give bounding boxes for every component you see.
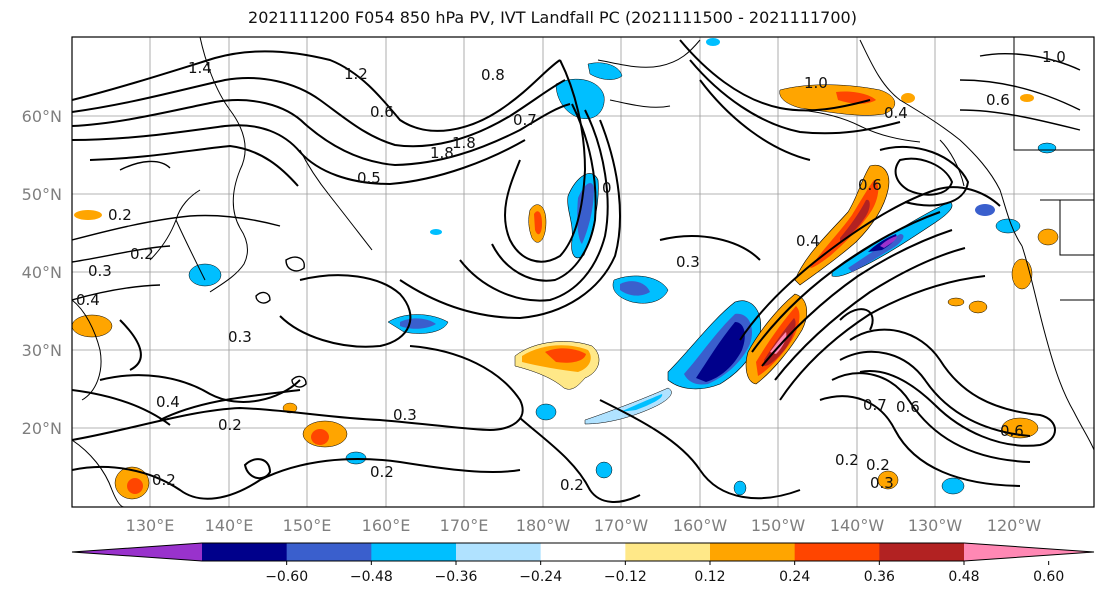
colorbar-segment [371,543,457,561]
contour-label: 1.8 [452,134,476,152]
colorbar-segment [540,543,626,561]
map-title: 2021111200 F054 850 hPa PV, IVT Landfall… [248,8,857,27]
contour-label: 0.2 [108,206,132,224]
ivt-anomaly-fills [72,38,1059,500]
lon-label: 160°E [362,516,411,535]
colorbar: −0.60 −0.48 −0.36 −0.24 −0.12 0.12 0.24 0.36 0.4… [71,542,1095,585]
latitude-labels: 60°N 50°N 40°N 30°N 20°N [22,107,62,438]
lat-label: 20°N [22,419,62,438]
lat-label: 30°N [22,341,62,360]
colorbar-segment [202,543,288,561]
colorbar-tick-label: −0.24 [519,569,562,585]
contour-labels: 1.4 1.2 0.8 0.6 0.7 1.8 1.8 0.5 0 1.0 0.… [76,48,1066,494]
contour-label: 0.3 [88,262,112,280]
lon-label: 170°E [440,516,489,535]
colorbar-segment [456,543,542,561]
contour-label: 0.2 [370,463,394,481]
contour-label: 0.2 [866,456,890,474]
lat-label: 50°N [22,185,62,204]
contour-label: 0.2 [835,451,859,469]
lon-label: 140°W [830,516,885,535]
colorbar-segment [625,543,711,561]
lon-label: 130°E [126,516,175,535]
contour-label: 0.8 [481,66,505,84]
colorbar-tick-label: 0.60 [1033,569,1064,585]
contour-label: 0.2 [218,416,242,434]
longitude-labels: 130°E 140°E 150°E 160°E 170°E 180°W 170°… [126,516,1042,535]
contour-label: 0.3 [870,474,894,492]
contour-label: 0.5 [357,169,381,187]
contour-label: 0.7 [863,396,887,414]
contour-label: 0.4 [796,232,820,250]
lon-label: 140°E [205,516,254,535]
contour-label: 0.4 [156,393,180,411]
colorbar-tick-label: 0.24 [779,569,810,585]
contour-label: 0.6 [858,176,882,194]
colorbar-segment [879,543,965,561]
colorbar-extend-low [72,543,202,561]
contour-label: 1.2 [344,65,368,83]
map-frame [71,36,1095,508]
lon-label: 120°W [987,516,1042,535]
colorbar-tick-label: −0.60 [265,569,308,585]
colorbar-tick-label: −0.36 [435,569,478,585]
colorbar-segment [286,543,372,561]
contour-label: 1.8 [430,144,454,162]
lat-label: 40°N [22,263,62,282]
contour-label: 0.6 [896,398,920,416]
colorbar-extend-high [964,543,1094,561]
lon-label: 150°W [751,516,806,535]
contour-label: 0.4 [884,104,908,122]
contour-label: 0.7 [513,111,537,129]
lon-label: 160°W [673,516,728,535]
colorbar-tick-label: −0.48 [350,569,393,585]
contour-label: 0.6 [986,91,1010,109]
contour-label: 0.3 [228,328,252,346]
contour-label: 0.6 [370,103,394,121]
contour-label: 0.6 [1000,422,1024,440]
lat-label: 60°N [22,107,62,126]
contour-label: 0 [602,179,612,197]
contour-label: 0.2 [560,476,584,494]
lon-label: 170°W [594,516,649,535]
contour-label: 0.3 [393,406,417,424]
contour-label: 1.0 [1042,48,1066,66]
colorbar-outline [71,542,1095,562]
colorbar-tick-label: 0.48 [948,569,979,585]
coastlines [72,37,1094,507]
lon-label: 180°W [516,516,571,535]
contour-label: 0.2 [152,471,176,489]
pv-contours [72,39,1081,503]
contour-label: 1.4 [188,59,212,77]
lon-label: 150°E [283,516,332,535]
contour-label: 1.0 [804,74,828,92]
contour-label: 0.4 [76,291,100,309]
contour-label: 0.3 [676,253,700,271]
contour-label: 0.2 [130,245,154,263]
lon-label: 130°W [908,516,963,535]
colorbar-tick-label: 0.12 [694,569,725,585]
colorbar-segment [794,543,880,561]
colorbar-tick-label: −0.12 [604,569,647,585]
colorbar-tick-label: 0.36 [864,569,895,585]
colorbar-segment [710,543,796,561]
